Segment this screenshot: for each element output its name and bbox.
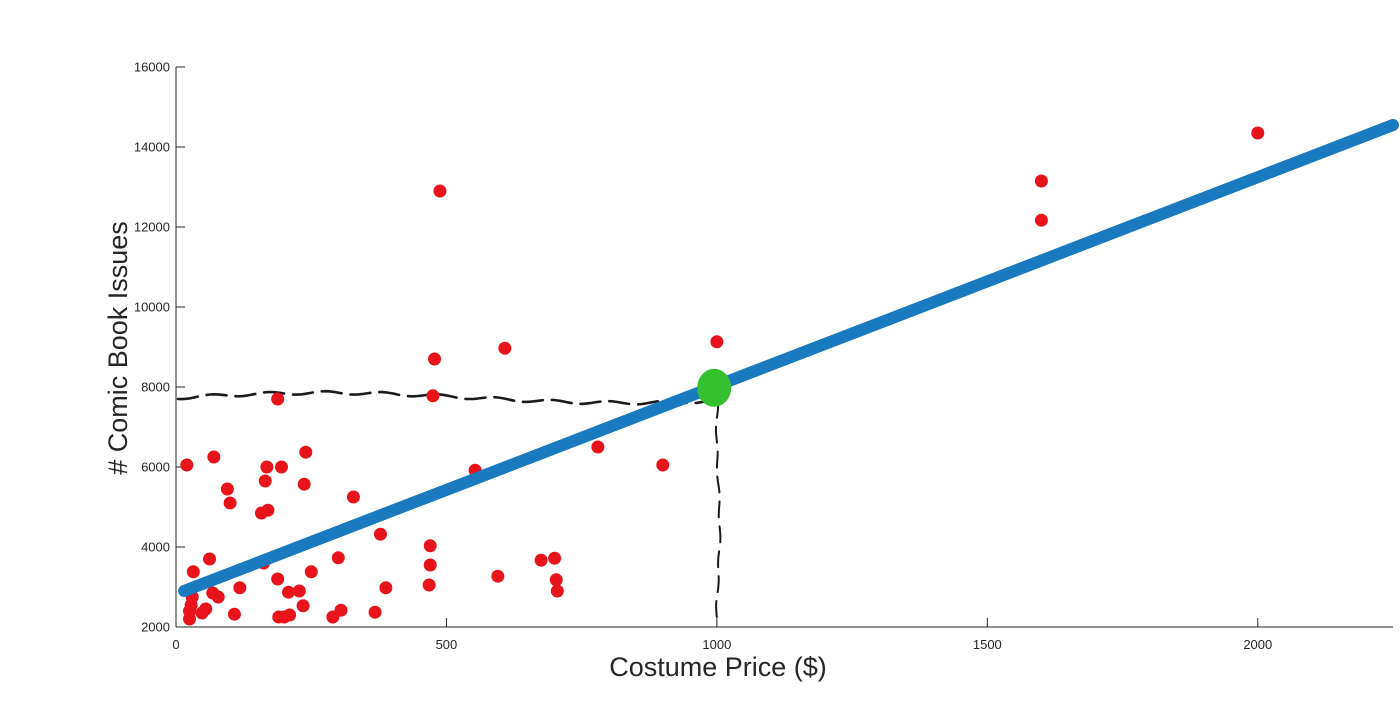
y-tick-label: 2000 — [141, 620, 170, 635]
data-point — [550, 584, 564, 598]
data-point — [334, 603, 348, 617]
x-tick-label: 500 — [436, 637, 458, 652]
highlight-point — [697, 368, 732, 407]
data-point — [271, 392, 285, 406]
data-point — [220, 482, 234, 496]
y-tick-label: 12000 — [134, 220, 170, 235]
data-point — [379, 581, 393, 595]
data-point — [331, 551, 345, 565]
data-point — [261, 503, 275, 517]
data-point — [292, 584, 306, 598]
data-point — [233, 581, 247, 595]
x-tick-label: 2000 — [1243, 637, 1272, 652]
data-point — [426, 389, 440, 403]
y-tick-label: 16000 — [134, 60, 170, 75]
data-point — [656, 458, 670, 472]
data-point — [282, 585, 296, 599]
data-point — [498, 341, 512, 355]
data-point — [428, 352, 442, 366]
data-point — [491, 569, 505, 583]
data-marks — [176, 119, 1399, 627]
data-point — [368, 605, 382, 619]
horizontal-guide-line — [176, 389, 708, 406]
y-axis-title: # Comic Book Issues — [103, 221, 133, 475]
y-tick-label: 8000 — [141, 380, 170, 395]
data-point — [258, 474, 272, 488]
data-point — [207, 450, 221, 464]
fit-line — [178, 119, 1399, 597]
x-tick-label: 0 — [172, 637, 179, 652]
data-point — [548, 551, 562, 565]
data-point — [423, 558, 437, 572]
data-point — [423, 539, 437, 553]
data-point — [373, 527, 387, 541]
data-point — [199, 602, 213, 616]
y-tick-label: 4000 — [141, 540, 170, 555]
data-point — [283, 608, 297, 622]
data-point — [260, 460, 274, 474]
data-point — [227, 607, 241, 621]
data-point — [346, 490, 360, 504]
data-point — [186, 565, 200, 579]
data-point — [1034, 174, 1048, 188]
data-point — [271, 572, 285, 586]
y-tick-label: 6000 — [141, 460, 170, 475]
data-point — [422, 578, 436, 592]
data-point — [534, 553, 548, 567]
x-axis-title: Costume Price ($) — [609, 652, 827, 682]
data-point — [549, 573, 563, 587]
axes: 2000 4000 6000 8000 10000 12000 14000 16000 0 500… — [134, 60, 1393, 652]
data-point — [1251, 126, 1265, 140]
data-point — [304, 565, 318, 579]
y-tick-label: 14000 — [134, 140, 170, 155]
data-point — [591, 440, 605, 454]
data-point — [211, 590, 225, 604]
data-point — [299, 445, 313, 459]
x-tick-label: 1500 — [973, 637, 1002, 652]
data-point — [223, 496, 237, 510]
x-tick-label: 1000 — [702, 637, 731, 652]
vertical-guide-line — [714, 400, 722, 627]
data-point — [296, 599, 310, 613]
data-point — [1034, 213, 1048, 227]
data-point — [433, 184, 447, 198]
data-point — [203, 552, 217, 566]
data-point — [297, 477, 311, 491]
data-point — [274, 460, 288, 474]
data-point — [180, 458, 194, 472]
y-tick-label: 10000 — [134, 300, 170, 315]
data-point — [710, 335, 724, 349]
